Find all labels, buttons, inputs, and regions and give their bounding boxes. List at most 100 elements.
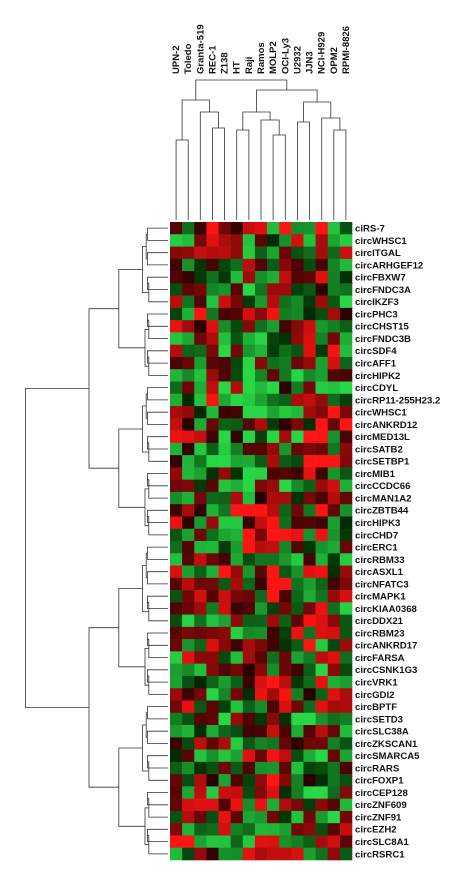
heatmap-cell xyxy=(218,258,231,272)
column-label-raji: Raji xyxy=(244,57,255,74)
row-label-circchd7: circCHD7 xyxy=(355,530,398,541)
heatmap-cell xyxy=(279,332,292,345)
heatmap-cell xyxy=(291,602,304,615)
heatmap-cell xyxy=(339,626,353,640)
heatmap-cell xyxy=(291,541,304,554)
heatmap-cell xyxy=(230,761,244,775)
heatmap-cell xyxy=(315,639,329,652)
heatmap-cell xyxy=(315,565,329,579)
heatmap-cell xyxy=(339,320,353,333)
heatmap-cell xyxy=(279,234,292,247)
heatmap-cell xyxy=(170,283,183,296)
heatmap-cell xyxy=(327,577,341,591)
heatmap-cell xyxy=(315,381,329,395)
heatmap-cell xyxy=(303,590,316,603)
heatmap-cell xyxy=(170,430,183,444)
heatmap-cell xyxy=(254,639,268,652)
heatmap-cell xyxy=(327,675,341,689)
dendrogram-branch xyxy=(175,139,189,220)
heatmap-cell xyxy=(327,246,341,260)
heatmap-cell xyxy=(315,798,329,812)
heatmap-cell xyxy=(182,847,195,861)
dendrogram-branch xyxy=(147,828,168,842)
heatmap-cell xyxy=(327,835,341,849)
heatmap-cell xyxy=(339,442,353,456)
heatmap-cell xyxy=(279,307,292,321)
heatmap-cell xyxy=(206,614,219,628)
heatmap-cell xyxy=(182,320,195,333)
heatmap-cell xyxy=(230,749,244,763)
heatmap-cell xyxy=(206,356,219,370)
heatmap-cell xyxy=(279,430,292,444)
heatmap-cell xyxy=(339,688,353,701)
heatmap-cell xyxy=(170,344,183,358)
heatmap-cell xyxy=(242,663,256,677)
heatmap-cell xyxy=(206,823,219,836)
heatmap-cell xyxy=(315,651,329,664)
heatmap-cell xyxy=(303,737,316,750)
heatmap-cell xyxy=(315,847,329,861)
heatmap-cell xyxy=(315,823,329,836)
heatmap-cell xyxy=(303,553,316,566)
heatmap-cell xyxy=(194,418,207,431)
heatmap-cell xyxy=(194,774,207,787)
dendrogram-branch xyxy=(147,276,168,290)
heatmap-cell xyxy=(303,663,316,677)
heatmap-cell xyxy=(291,761,304,775)
heatmap-cell xyxy=(230,737,244,750)
heatmap-cell xyxy=(303,675,316,689)
heatmap-cell xyxy=(230,455,244,468)
heatmap-cell xyxy=(230,516,244,530)
heatmap-cell xyxy=(182,798,195,812)
heatmap-cell xyxy=(230,688,244,701)
heatmap-cell xyxy=(242,700,256,714)
heatmap-cell xyxy=(315,320,329,333)
heatmap-cell xyxy=(315,430,329,444)
heatmap-cell xyxy=(170,418,183,431)
row-label-circnfatc3: circNFATC3 xyxy=(355,579,409,590)
heatmap-cell xyxy=(182,381,195,395)
heatmap-cell xyxy=(194,602,207,615)
row-label-circsdf4: circSDF4 xyxy=(355,346,397,357)
heatmap-cell xyxy=(254,295,268,309)
heatmap-cell xyxy=(182,258,195,272)
heatmap-cell xyxy=(194,381,207,395)
heatmap-cell xyxy=(339,774,353,787)
heatmap-cell xyxy=(218,810,231,824)
heatmap-cell xyxy=(182,749,195,763)
heatmap-cell xyxy=(303,479,316,493)
heatmap-cell xyxy=(279,491,292,505)
heatmap-cell xyxy=(206,332,219,345)
heatmap-cell xyxy=(206,455,219,468)
heatmap-cell xyxy=(291,479,304,493)
heatmap-cell xyxy=(242,344,256,358)
heatmap-cell xyxy=(267,577,280,591)
heatmap-cell xyxy=(218,639,231,652)
heatmap-cell xyxy=(218,222,231,235)
heatmap-cell xyxy=(230,430,244,444)
dendrogram-branch xyxy=(144,329,149,367)
heatmap-cell xyxy=(182,688,195,701)
heatmap-cell xyxy=(182,810,195,824)
dendrogram-branch xyxy=(142,405,149,453)
heatmap-cell xyxy=(254,271,268,284)
heatmap-cell xyxy=(291,295,304,309)
heatmap-cell xyxy=(254,651,268,664)
heatmap-cell xyxy=(303,761,316,775)
heatmap-cell xyxy=(254,786,268,799)
heatmap-cell xyxy=(218,528,231,542)
heatmap-cell xyxy=(315,344,329,358)
heatmap-cell xyxy=(291,393,304,407)
heatmap-cell xyxy=(182,651,195,664)
column-label-upn-2: UPN-2 xyxy=(171,45,182,74)
heatmap-cell xyxy=(339,639,353,652)
heatmap-cell xyxy=(303,749,316,763)
heatmap-cell xyxy=(327,430,341,444)
heatmap-cell xyxy=(279,602,292,615)
heatmap-cell xyxy=(279,700,292,714)
heatmap-cell xyxy=(327,847,341,861)
heatmap-cell xyxy=(267,700,280,714)
row-label-circslc8a1: circSLC8A1 xyxy=(355,837,410,848)
heatmap-cell xyxy=(194,700,207,714)
heatmap-cell xyxy=(254,504,268,517)
